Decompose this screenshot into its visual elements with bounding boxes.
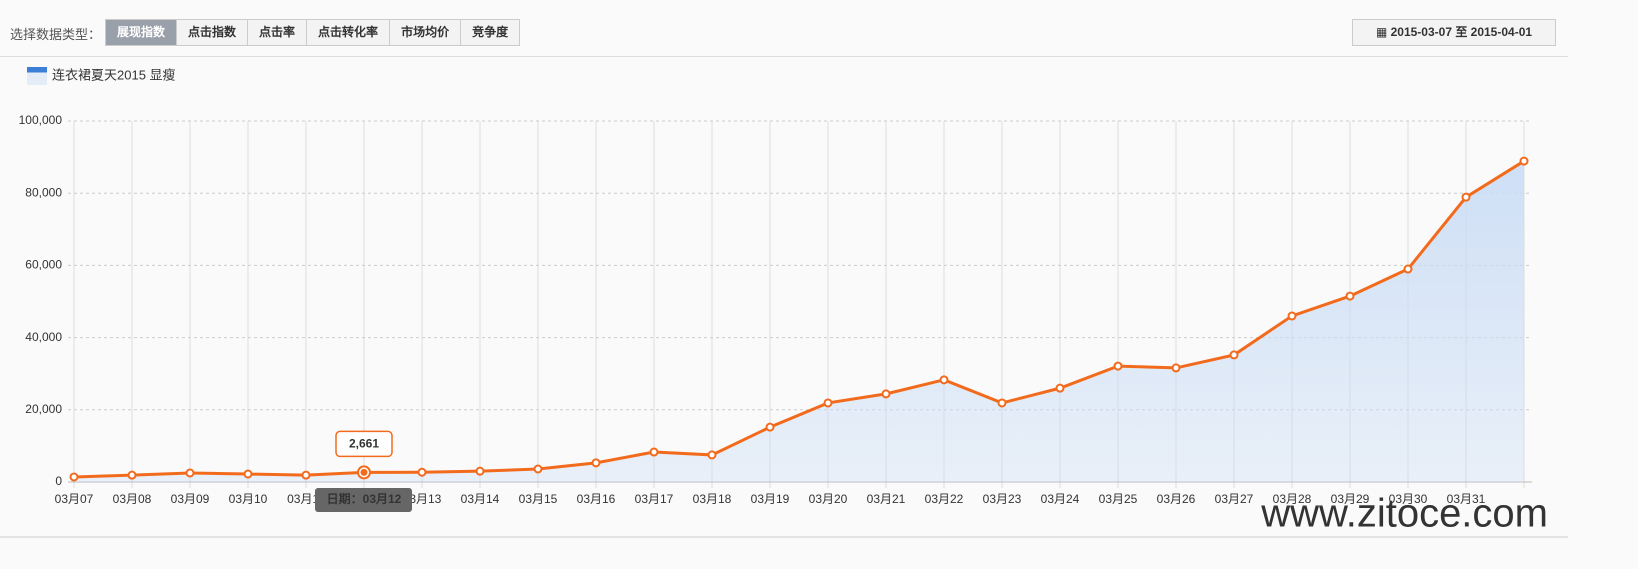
- point: [939, 375, 949, 385]
- date-text: 2015-03-07 至 2015-04-01: [1390, 25, 1533, 39]
- date-range[interactable]: ▦ 2015-03-07 至 2015-04-01: [1352, 19, 1556, 46]
- tooltip-date: 日期：03月12: [327, 491, 402, 506]
- point: [417, 467, 427, 477]
- tooltip-date-box: [315, 488, 412, 512]
- point: [649, 447, 659, 457]
- x-tick-label: 03月26: [1157, 492, 1196, 506]
- x-tick-label: 03月13: [403, 492, 442, 506]
- point: [185, 468, 195, 478]
- tab[interactable]: 点击转化率: [306, 20, 389, 45]
- y-tick-label: 20,000: [25, 402, 62, 416]
- x-tick-label: 03月28: [1273, 492, 1312, 506]
- point: [1113, 361, 1123, 371]
- separator: [0, 56, 1568, 57]
- point: [591, 458, 601, 468]
- watermark: www.zitoce.com: [1260, 492, 1548, 536]
- tab[interactable]: 竞争度: [460, 20, 519, 45]
- point: [1345, 291, 1355, 301]
- x-tick-label: 03月31: [1447, 492, 1486, 506]
- tab[interactable]: 点击指数: [176, 20, 247, 45]
- tooltip-value: 2,661: [349, 437, 379, 451]
- x-tick-label: 03月23: [983, 492, 1022, 506]
- point: [243, 469, 253, 479]
- x-tick-label: 03月20: [809, 492, 848, 506]
- point: [1171, 363, 1181, 373]
- point: [533, 464, 543, 474]
- x-tick-label: 03月18: [693, 492, 732, 506]
- x-tick-label: 03月25: [1099, 492, 1138, 506]
- point: [823, 398, 833, 408]
- x-tick-label: 03月24: [1041, 492, 1080, 506]
- tab[interactable]: 市场均价: [389, 20, 460, 45]
- x-tick-label: 03月29: [1331, 492, 1370, 506]
- x-tick-label: 03月27: [1215, 492, 1254, 506]
- point: [765, 422, 775, 432]
- x-tick-label: 03月21: [867, 492, 906, 506]
- tabs: 展现指数 点击指数 点击率 点击转化率 市场均价 竞争度: [105, 19, 521, 46]
- point: [475, 466, 485, 476]
- y-tick-label: 80,000: [25, 185, 62, 199]
- toolbar-label: 选择数据类型：: [10, 27, 102, 42]
- point: [1287, 311, 1297, 321]
- area: [74, 161, 1524, 483]
- y-tick-label: 100,000: [19, 113, 63, 127]
- point: [301, 470, 311, 480]
- x-tick-label: 03月10: [229, 492, 268, 506]
- x-tick-label: 03月09: [171, 492, 210, 506]
- x-tick-label: 03月30: [1389, 492, 1428, 506]
- tab[interactable]: 点击率: [247, 20, 306, 45]
- point: [707, 450, 717, 460]
- x-tick-label: 03月08: [113, 492, 152, 506]
- point: [127, 470, 137, 480]
- x-tick-label: 03月14: [461, 492, 500, 506]
- x-tick-label: 03月17: [635, 492, 674, 506]
- point: [1461, 192, 1471, 202]
- x-tick-label: 03月19: [751, 492, 790, 506]
- point: [1055, 383, 1065, 393]
- point-highlight: [360, 468, 368, 476]
- point: [1519, 156, 1529, 166]
- x-tick-label: 03月07: [55, 492, 94, 506]
- point: [1403, 264, 1413, 274]
- tooltip-box: [335, 430, 393, 458]
- y-tick-label: 0: [55, 474, 62, 488]
- point: [1229, 350, 1239, 360]
- tab[interactable]: 展现指数: [106, 20, 177, 45]
- x-tick-label: 03月16: [577, 492, 616, 506]
- legend-label: 连衣裙夏天2015 显瘦: [52, 67, 176, 82]
- x-tick-label: 03月22: [925, 492, 964, 506]
- point: [69, 472, 79, 482]
- line: [73, 159, 1525, 479]
- point: [881, 389, 891, 399]
- point: [997, 398, 1007, 408]
- legend-icon: [27, 67, 47, 85]
- x-tick-label: 03月15: [519, 492, 558, 506]
- y-tick-label: 40,000: [25, 330, 62, 344]
- y-tick-label: 60,000: [25, 258, 62, 272]
